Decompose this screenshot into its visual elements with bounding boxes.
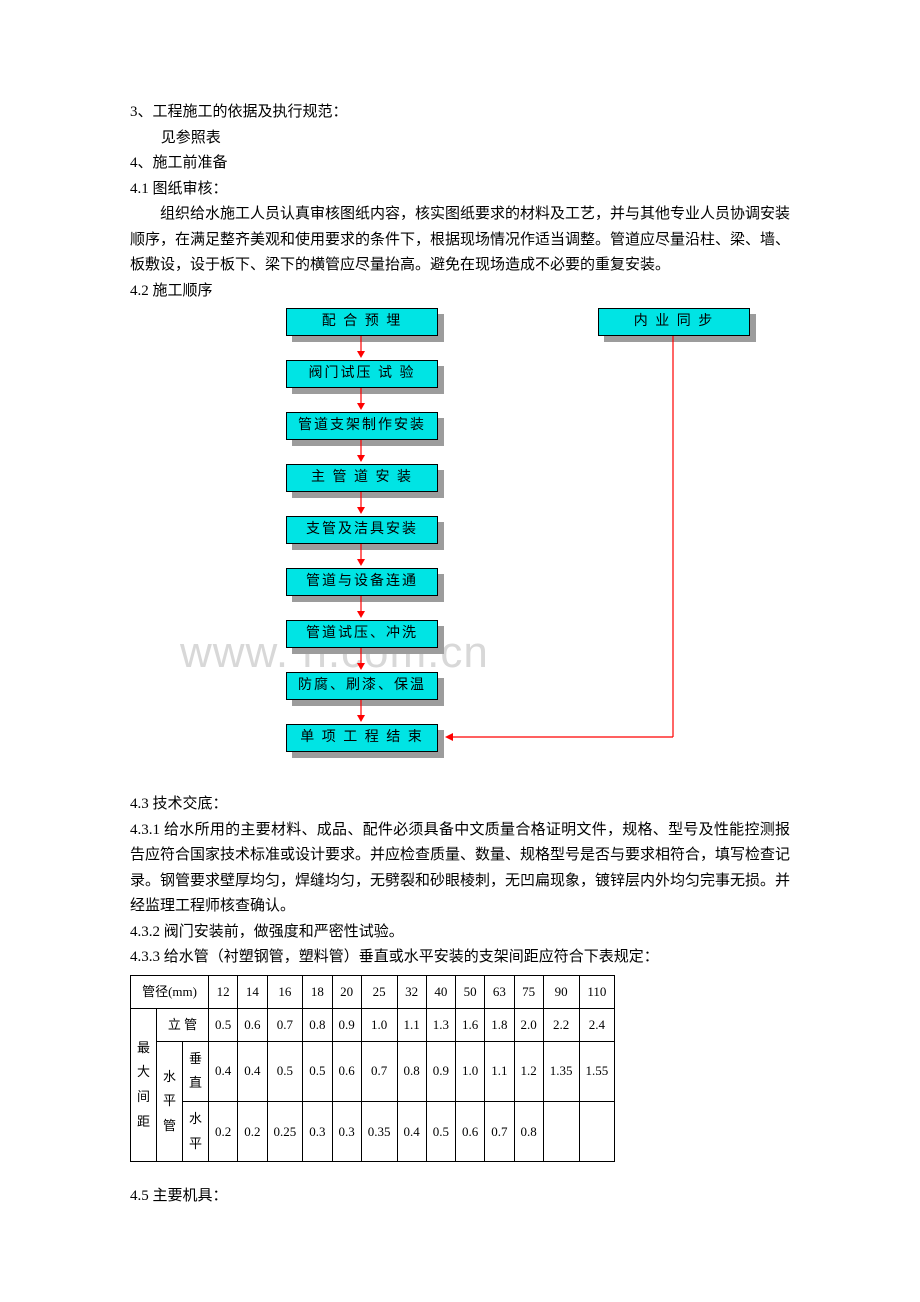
table-col-header: 50	[456, 975, 485, 1008]
table-cell: 0.8	[514, 1102, 543, 1162]
table-cell: 1.0	[456, 1041, 485, 1101]
table-cell: 0.4	[209, 1041, 238, 1101]
table-cell: 0.5	[426, 1102, 455, 1162]
table-cell: 0.4	[238, 1041, 267, 1101]
table-cell: 0.7	[361, 1041, 397, 1101]
section-3-title: 3、工程施工的依据及执行规范：	[130, 100, 790, 126]
flow-step-4: 支管及洁具安装	[286, 516, 438, 544]
table-cell: 0.5	[267, 1041, 303, 1101]
table-cell: 2.2	[543, 1008, 579, 1041]
table-cell: 0.7	[267, 1008, 303, 1041]
flow-step-1: 阀门试压 试 验	[286, 360, 438, 388]
table-cell: 0.6	[456, 1102, 485, 1162]
flow-step-0: 配 合 预 埋	[286, 308, 438, 336]
table-header-diameter: 管径(mm)	[131, 975, 209, 1008]
table-cell: 0.5	[303, 1041, 332, 1101]
flow-step-8: 单 项 工 程 结 束	[286, 724, 438, 752]
table-cell: 0.9	[426, 1041, 455, 1101]
flow-step-6: 管道试压、冲洗	[286, 620, 438, 648]
flow-step-5: 管道与设备连通	[286, 568, 438, 596]
table-cell: 0.8	[303, 1008, 332, 1041]
table-row-label: 水平管	[157, 1041, 183, 1162]
table-col-header: 90	[543, 975, 579, 1008]
table-cell: 0.3	[332, 1102, 361, 1162]
section-4-3-2: 4.3.2 阀门安装前，做强度和严密性试验。	[130, 920, 790, 946]
section-4-title: 4、施工前准备	[130, 151, 790, 177]
section-4-2-title: 4.2 施工顺序	[130, 279, 790, 305]
table-cell: 0.5	[209, 1008, 238, 1041]
table-cell: 1.8	[485, 1008, 514, 1041]
table-cell: 0.4	[397, 1102, 426, 1162]
spacing-table: 管径(mm)121416182025324050637590110 最大间距立 管…	[130, 975, 615, 1163]
flow-step-3: 主 管 道 安 装	[286, 464, 438, 492]
table-cell: 0.6	[238, 1008, 267, 1041]
table-col-header: 20	[332, 975, 361, 1008]
section-4-1-body-text: 组织给水施工人员认真审核图纸内容，核实图纸要求的材料及工艺，并与其他专业人员协调…	[130, 206, 790, 273]
table-row-sublabel: 垂直	[183, 1041, 209, 1101]
section-4-3-3: 4.3.3 给水管（衬塑钢管，塑料管）垂直或水平安装的支架间距应符合下表规定：	[130, 945, 790, 971]
table-cell: 1.35	[543, 1041, 579, 1101]
table-col-header: 16	[267, 975, 303, 1008]
table-cell: 2.0	[514, 1008, 543, 1041]
table-row-label: 立 管	[157, 1008, 209, 1041]
table-cell: 0.9	[332, 1008, 361, 1041]
table-col-header: 32	[397, 975, 426, 1008]
table-col-header: 63	[485, 975, 514, 1008]
table-cell: 1.0	[361, 1008, 397, 1041]
section-4-3-title: 4.3 技术交底：	[130, 792, 790, 818]
table-col-header: 14	[238, 975, 267, 1008]
table-cell: 1.3	[426, 1008, 455, 1041]
table-cell: 1.6	[456, 1008, 485, 1041]
table-row-sublabel: 水平	[183, 1102, 209, 1162]
table-cell: 0.3	[303, 1102, 332, 1162]
section-4-5-title: 4.5 主要机具：	[130, 1184, 790, 1210]
flow-step-right: 内 业 同 步	[598, 308, 750, 336]
table-col-header: 110	[579, 975, 615, 1008]
table-rowgroup-label: 最大间距	[131, 1008, 157, 1162]
section-3-body: 见参照表	[130, 126, 790, 152]
table-col-header: 40	[426, 975, 455, 1008]
table-cell	[579, 1102, 615, 1162]
table-cell: 0.25	[267, 1102, 303, 1162]
table-cell: 0.2	[238, 1102, 267, 1162]
table-cell: 1.2	[514, 1041, 543, 1101]
flow-step-2: 管道支架制作安装	[286, 412, 438, 440]
table-cell: 1.1	[485, 1041, 514, 1101]
table-col-header: 75	[514, 975, 543, 1008]
section-4-1-title: 4.1 图纸审核：	[130, 177, 790, 203]
table-col-header: 25	[361, 975, 397, 1008]
table-col-header: 18	[303, 975, 332, 1008]
table-col-header: 12	[209, 975, 238, 1008]
table-cell	[543, 1102, 579, 1162]
flowchart: www. n.com.cn 配 合 预 埋阀门试压 试 验管道支架制作安装主 管…	[130, 308, 790, 788]
table-cell: 0.35	[361, 1102, 397, 1162]
table-cell: 1.1	[397, 1008, 426, 1041]
table-cell: 2.4	[579, 1008, 615, 1041]
section-4-3-1: 4.3.1 给水所用的主要材料、成品、配件必须具备中文质量合格证明文件，规格、型…	[130, 818, 790, 920]
table-cell: 0.7	[485, 1102, 514, 1162]
section-4-1-body: 组织给水施工人员认真审核图纸内容，核实图纸要求的材料及工艺，并与其他专业人员协调…	[130, 202, 790, 279]
flow-step-7: 防腐、刷漆、保温	[286, 672, 438, 700]
table-cell: 1.55	[579, 1041, 615, 1101]
table-cell: 0.8	[397, 1041, 426, 1101]
table-cell: 0.2	[209, 1102, 238, 1162]
table-cell: 0.6	[332, 1041, 361, 1101]
